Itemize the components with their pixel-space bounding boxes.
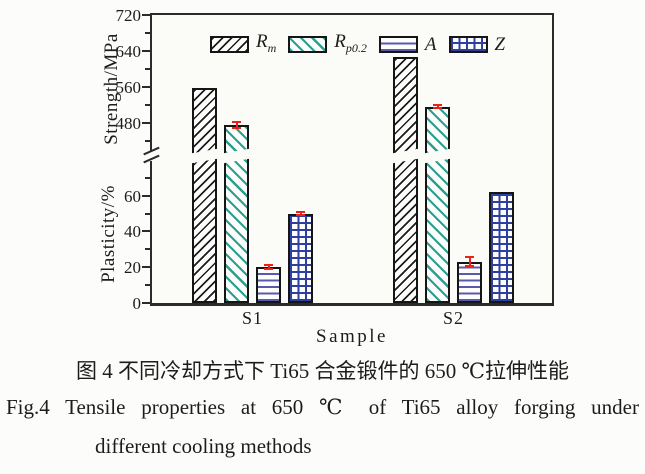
y-tick-label-40: 40 <box>124 222 141 242</box>
y-tick-label-480: 480 <box>115 114 142 134</box>
error-cap-top-A-S2 <box>465 256 474 259</box>
bar-Rm-S1 <box>192 88 217 303</box>
legend-label-A: A <box>424 34 437 56</box>
error-cap-bottom-A-S2 <box>465 265 474 268</box>
bar-Z-S1 <box>288 213 313 303</box>
y-tick-60 <box>142 194 150 197</box>
y-tick-label-20: 20 <box>124 258 141 278</box>
y-minor-tick-50 <box>145 212 150 215</box>
error-cap-top-Rp0.2-S2 <box>433 104 442 107</box>
legend-item-Rm: Rm <box>210 32 276 58</box>
legend-label-Rp0.2: Rp0.2 <box>334 31 367 55</box>
y-tick-480 <box>142 122 150 125</box>
y-tick-560 <box>142 86 150 89</box>
y-tick-label-720: 720 <box>115 6 142 25</box>
y-minor-tick-440 <box>145 140 150 143</box>
y-minor-tick-680 <box>145 32 150 35</box>
error-cap-top-Rp0.2-S1 <box>232 120 241 123</box>
y-minor-tick-70 <box>145 176 150 179</box>
y-tick-label-60: 60 <box>124 186 141 206</box>
legend: Rm Rp0.2 A Z <box>210 32 517 58</box>
tensile-properties-figure: Strength/MPa Plasticity/% 720 640 560 480 60… <box>98 7 554 347</box>
error-cap-bottom-Rp0.2-S2 <box>433 106 442 109</box>
category-label-S2: S2 <box>442 308 464 328</box>
legend-label-Rm: Rm <box>256 31 277 55</box>
y-minor-tick-10 <box>145 284 150 287</box>
y-tick-label-560: 560 <box>115 78 142 98</box>
y-tick-40 <box>142 230 150 233</box>
bar-Z-S2 <box>489 192 514 303</box>
error-bar-Rp0.2-S2 <box>436 105 439 108</box>
error-bar-A-S1 <box>267 265 270 269</box>
plot-area: 720 640 560 480 60 40 20 0 Rm Rp0.2 A Z S1 S2 <box>116 7 554 328</box>
error-cap-bottom-A-S1 <box>264 267 273 270</box>
bar-A-S1 <box>256 267 281 303</box>
legend-item-Z: Z <box>448 34 506 56</box>
error-bar-A-S2 <box>468 257 471 267</box>
error-bar-Z-S1 <box>299 211 302 216</box>
y-minor-tick-30 <box>145 248 150 251</box>
legend-swatch-Z <box>448 36 488 54</box>
legend-item-Rp0.2: Rp0.2 <box>288 32 367 58</box>
legend-item-A: A <box>378 34 437 56</box>
x-axis-label: Sample <box>316 326 388 347</box>
y-minor-tick-520 <box>145 104 150 107</box>
bar-Rp0.2-S2 <box>425 106 450 303</box>
y-minor-tick-600 <box>145 68 150 71</box>
caption-english-line2: different cooling methods <box>95 434 312 458</box>
y-tick-label-640: 640 <box>115 42 142 62</box>
legend-swatch-Rp0.2 <box>288 36 328 54</box>
category-label-S1: S1 <box>241 308 263 328</box>
y-tick-0 <box>142 302 150 304</box>
bar-A-S2 <box>457 261 482 303</box>
caption-chinese: 图 4 不同冷却方式下 Ti65 合金锻件的 650 ℃拉伸性能 <box>76 359 569 383</box>
y-tick-20 <box>142 266 150 269</box>
y-tick-label-0: 0 <box>132 294 142 313</box>
y-tick-640 <box>142 50 150 53</box>
error-cap-bottom-Z-S1 <box>296 214 305 217</box>
y-tick-720 <box>142 14 150 16</box>
error-bar-Rp0.2-S1 <box>235 121 238 129</box>
legend-label-Z: Z <box>494 34 506 56</box>
error-cap-top-Z-S1 <box>296 210 305 213</box>
error-cap-bottom-Rp0.2-S1 <box>232 127 241 130</box>
caption-english-line1: Fig.4 Tensile properties at 650 ℃ of Ti6… <box>6 395 639 419</box>
error-cap-top-A-S1 <box>264 264 273 267</box>
legend-swatch-Rm <box>210 36 249 54</box>
y-axis-break-gap <box>148 152 153 161</box>
legend-swatch-A <box>378 36 418 54</box>
bar-Rm-S2 <box>393 56 418 303</box>
